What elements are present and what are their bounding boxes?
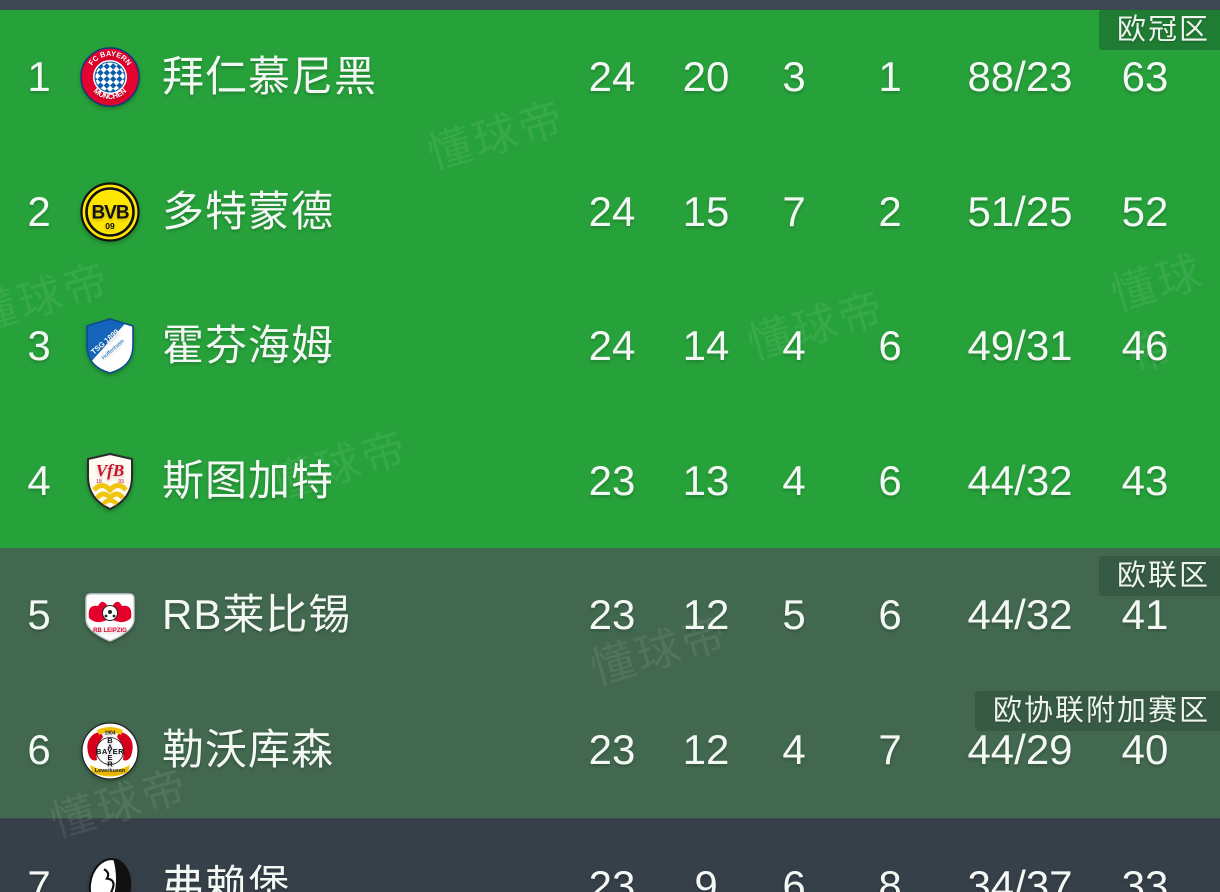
table-row[interactable]: 3 TSG 1899 Hoffenheim xyxy=(0,279,1220,414)
bayern-munich-logo-icon: FC BAYERN MÜNCHEN xyxy=(78,47,142,108)
table-row[interactable]: 7 弗赖堡 23 9 6 8 34/37 33 xyxy=(0,819,1220,892)
rank: 6 xyxy=(27,726,51,774)
svg-text:B: B xyxy=(107,736,113,745)
zone-badge-europa-league: 欧联区 xyxy=(1098,556,1220,596)
wins: 12 xyxy=(682,726,730,774)
team-name: 勒沃库森 xyxy=(162,726,335,774)
svg-text:BAYER: BAYER xyxy=(96,747,124,756)
team-name: 拜仁慕尼黑 xyxy=(162,53,378,101)
goals-for-against: 44/32 xyxy=(967,591,1073,639)
draws: 5 xyxy=(782,591,806,639)
team-name: 多特蒙德 xyxy=(162,187,335,235)
borussia-dortmund-logo-icon: BVB 09 xyxy=(78,182,142,242)
table-row[interactable]: 6 1904 Leverkusen BAYER B A E R xyxy=(0,683,1220,818)
vfb-stuttgart-logo-icon: VfB 18 93 xyxy=(78,451,142,511)
zone-badge-champions-league: 欧冠区 xyxy=(1098,10,1220,50)
svg-text:RB LEIPZIG: RB LEIPZIG xyxy=(93,628,127,634)
draws: 6 xyxy=(782,861,806,892)
points: 40 xyxy=(1121,726,1169,774)
goals-for-against: 51/25 xyxy=(967,187,1073,235)
table-row[interactable]: 1 FC BAYERN MÜNCHEN xyxy=(0,10,1220,145)
wins: 15 xyxy=(682,187,730,235)
rank: 2 xyxy=(27,187,51,235)
table-row[interactable]: 4 VfB 18 93 斯图加特 23 13 4 6 44/32 43 xyxy=(0,414,1220,549)
zone-midtable: 7 弗赖堡 23 9 6 8 34/37 33 xyxy=(0,818,1220,892)
goals-for-against: 44/32 xyxy=(967,456,1073,504)
points: 52 xyxy=(1121,187,1169,235)
points: 33 xyxy=(1121,861,1169,892)
points: 46 xyxy=(1121,322,1169,370)
svg-text:93: 93 xyxy=(118,479,124,485)
wins: 14 xyxy=(682,322,730,370)
matches-played: 24 xyxy=(588,53,636,101)
draws: 4 xyxy=(782,322,806,370)
points: 43 xyxy=(1121,456,1169,504)
rank: 5 xyxy=(27,591,51,639)
draws: 4 xyxy=(782,726,806,774)
rank: 3 xyxy=(27,322,51,370)
matches-played: 23 xyxy=(588,591,636,639)
wins: 12 xyxy=(682,591,730,639)
sc-freiburg-logo-icon xyxy=(78,856,142,892)
table-header-strip xyxy=(0,0,1220,10)
zone-europa-league: 欧联区 欧协联附加赛区 5 RB LEIPZIG RB莱比锡 23 12 5 xyxy=(0,548,1220,818)
draws: 7 xyxy=(782,187,806,235)
matches-played: 24 xyxy=(588,187,636,235)
table-row[interactable]: 2 BVB 09 多特蒙德 24 15 7 2 51/25 52 xyxy=(0,145,1220,280)
draws: 4 xyxy=(782,456,806,504)
hoffenheim-logo-icon: TSG 1899 Hoffenheim xyxy=(78,316,142,376)
wins: 20 xyxy=(682,53,730,101)
draws: 3 xyxy=(782,53,806,101)
svg-text:1904: 1904 xyxy=(104,730,115,736)
losses: 7 xyxy=(878,726,902,774)
team-name: 弗赖堡 xyxy=(162,861,292,892)
svg-text:BVB: BVB xyxy=(91,202,128,223)
rank: 4 xyxy=(27,456,51,504)
matches-played: 24 xyxy=(588,322,636,370)
points: 41 xyxy=(1121,591,1169,639)
goals-for-against: 49/31 xyxy=(967,322,1073,370)
losses: 2 xyxy=(878,187,902,235)
zone-champions-league: 欧冠区 1 FC BAYERN xyxy=(0,10,1220,548)
team-name: 斯图加特 xyxy=(162,456,335,504)
losses: 6 xyxy=(878,322,902,370)
rb-leipzig-logo-icon: RB LEIPZIG xyxy=(78,586,142,646)
team-name: RB莱比锡 xyxy=(162,591,352,639)
losses: 8 xyxy=(878,861,902,892)
matches-played: 23 xyxy=(588,726,636,774)
svg-text:E: E xyxy=(107,753,112,762)
svg-text:09: 09 xyxy=(105,221,115,231)
wins: 13 xyxy=(682,456,730,504)
svg-text:R: R xyxy=(107,759,113,768)
losses: 1 xyxy=(878,53,902,101)
svg-text:Leverkusen: Leverkusen xyxy=(95,768,126,774)
svg-text:A: A xyxy=(107,742,113,751)
losses: 6 xyxy=(878,591,902,639)
svg-text:VfB: VfB xyxy=(96,461,124,480)
zone-badge-conference-playoff: 欧协联附加赛区 xyxy=(974,691,1220,731)
matches-played: 23 xyxy=(588,456,636,504)
rank: 1 xyxy=(27,53,51,101)
bayer-leverkusen-logo-icon: 1904 Leverkusen BAYER B A E R xyxy=(78,721,142,781)
goals-for-against: 44/29 xyxy=(967,726,1073,774)
points: 63 xyxy=(1121,53,1169,101)
wins: 9 xyxy=(694,861,718,892)
team-name: 霍芬海姆 xyxy=(162,322,335,370)
svg-text:18: 18 xyxy=(96,479,102,485)
rank: 7 xyxy=(27,861,51,892)
losses: 6 xyxy=(878,456,902,504)
goals-for-against: 88/23 xyxy=(967,53,1073,101)
table-row[interactable]: 5 RB LEIPZIG RB莱比锡 23 12 5 6 44/32 41 xyxy=(0,548,1220,683)
matches-played: 23 xyxy=(588,861,636,892)
goals-for-against: 34/37 xyxy=(967,861,1073,892)
